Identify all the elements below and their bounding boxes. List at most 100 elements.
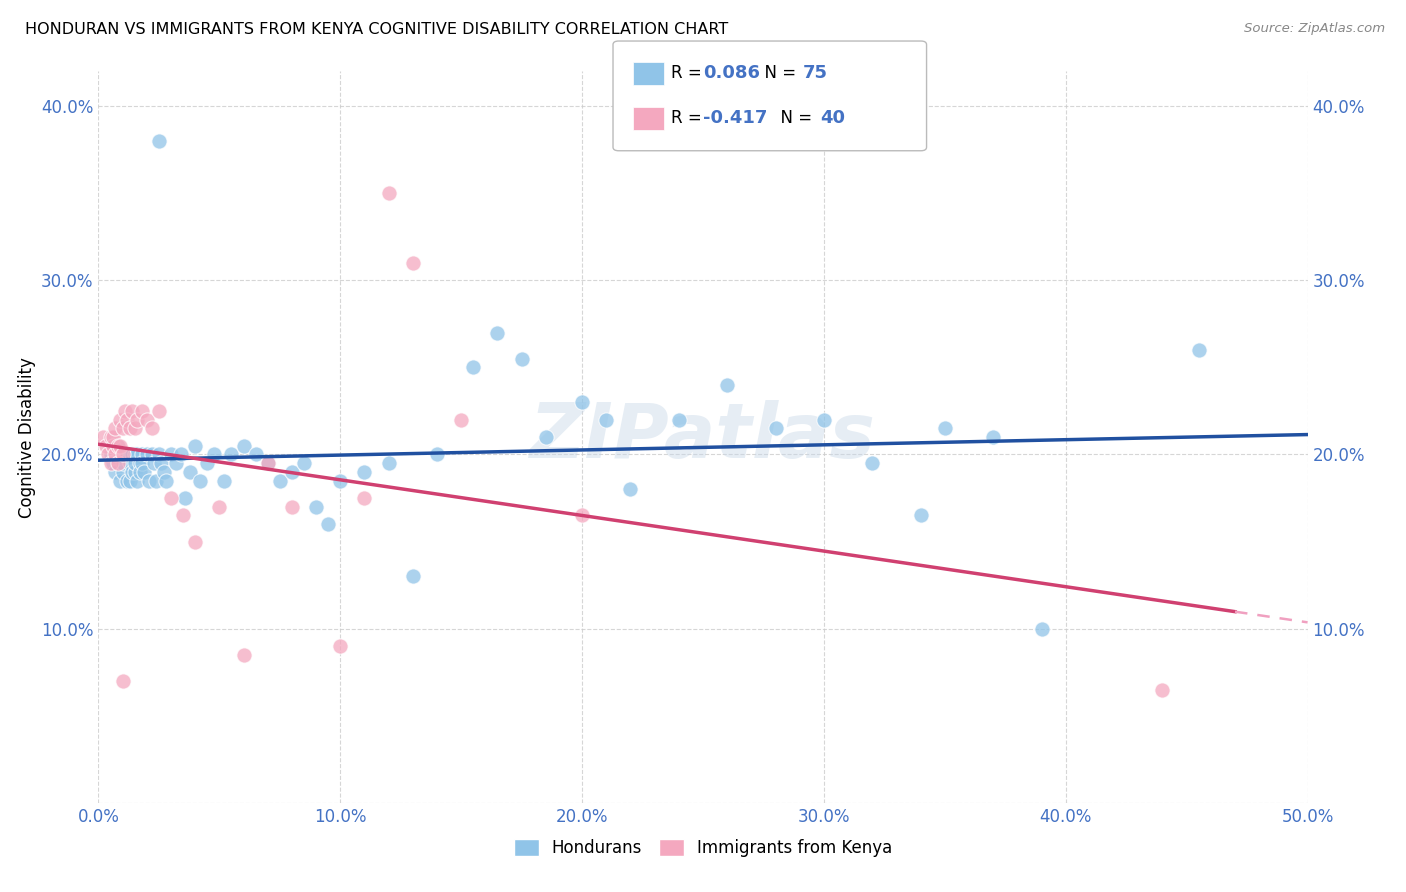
Point xyxy=(104,448,127,462)
Point xyxy=(127,448,149,462)
Point xyxy=(486,326,509,340)
Point xyxy=(131,448,153,462)
Point xyxy=(148,134,170,148)
Point xyxy=(571,508,593,523)
Point xyxy=(212,474,235,488)
Point xyxy=(402,256,425,270)
Point xyxy=(100,430,122,444)
Point xyxy=(111,465,134,479)
Point xyxy=(124,421,146,435)
Point xyxy=(292,456,315,470)
Point xyxy=(765,421,787,435)
Point xyxy=(111,673,134,688)
Text: 40: 40 xyxy=(820,110,845,128)
Point xyxy=(179,465,201,479)
Point xyxy=(981,430,1004,444)
Text: N =: N = xyxy=(770,110,818,128)
Point xyxy=(117,412,139,426)
Point xyxy=(813,412,835,426)
Point xyxy=(135,412,157,426)
Point xyxy=(165,456,187,470)
Point xyxy=(114,448,136,462)
Point xyxy=(101,456,124,470)
Point xyxy=(716,377,738,392)
Point xyxy=(256,456,278,470)
Point xyxy=(128,465,150,479)
Point xyxy=(510,351,533,366)
Point xyxy=(124,465,146,479)
Point xyxy=(245,448,267,462)
Point xyxy=(169,448,191,462)
Point xyxy=(377,456,399,470)
Point xyxy=(160,491,183,505)
Point xyxy=(97,448,120,462)
Point xyxy=(104,421,127,435)
Point xyxy=(131,404,153,418)
Point xyxy=(141,421,163,435)
Point xyxy=(118,421,141,435)
Point xyxy=(114,404,136,418)
Text: ZIPatlas: ZIPatlas xyxy=(530,401,876,474)
Point xyxy=(195,456,218,470)
Point xyxy=(141,448,163,462)
Point xyxy=(1152,682,1174,697)
Text: 0.086: 0.086 xyxy=(703,64,761,82)
Point xyxy=(174,491,197,505)
Point xyxy=(111,448,134,462)
Point xyxy=(402,569,425,583)
Point xyxy=(172,508,194,523)
Point xyxy=(127,474,149,488)
Point xyxy=(107,439,129,453)
Point xyxy=(668,412,690,426)
Point xyxy=(910,508,932,523)
Point xyxy=(101,430,124,444)
Point xyxy=(118,474,141,488)
Point xyxy=(595,412,617,426)
Point xyxy=(232,439,254,453)
Text: HONDURAN VS IMMIGRANTS FROM KENYA COGNITIVE DISABILITY CORRELATION CHART: HONDURAN VS IMMIGRANTS FROM KENYA COGNIT… xyxy=(25,22,728,37)
Point xyxy=(108,439,131,453)
Point xyxy=(117,448,139,462)
Point xyxy=(184,439,207,453)
Point xyxy=(256,456,278,470)
Point xyxy=(138,474,160,488)
Point xyxy=(1031,622,1053,636)
Point xyxy=(152,465,174,479)
Point xyxy=(121,465,143,479)
Point xyxy=(329,639,352,653)
Point xyxy=(426,448,449,462)
Point xyxy=(121,404,143,418)
Point xyxy=(305,500,328,514)
Point xyxy=(104,465,127,479)
Point xyxy=(160,448,183,462)
Point xyxy=(571,395,593,409)
Legend: Hondurans, Immigrants from Kenya: Hondurans, Immigrants from Kenya xyxy=(506,832,900,864)
Point xyxy=(100,448,122,462)
Point xyxy=(107,439,129,453)
Point xyxy=(534,430,557,444)
Point xyxy=(124,456,146,470)
Point xyxy=(619,483,641,497)
Point xyxy=(450,412,472,426)
Point xyxy=(148,404,170,418)
Point xyxy=(117,474,139,488)
Point xyxy=(184,534,207,549)
Point xyxy=(118,456,141,470)
Point xyxy=(134,465,156,479)
Text: R =: R = xyxy=(671,110,707,128)
Point xyxy=(128,456,150,470)
Text: Source: ZipAtlas.com: Source: ZipAtlas.com xyxy=(1244,22,1385,36)
Point xyxy=(101,439,124,453)
Point xyxy=(111,456,134,470)
Point xyxy=(281,465,304,479)
Y-axis label: Cognitive Disability: Cognitive Disability xyxy=(17,357,35,517)
Point xyxy=(107,456,129,470)
Point xyxy=(353,465,375,479)
Point xyxy=(934,421,956,435)
Point xyxy=(148,448,170,462)
Point xyxy=(221,448,243,462)
Point xyxy=(377,186,399,201)
Point xyxy=(108,474,131,488)
Point xyxy=(143,456,166,470)
Point xyxy=(329,474,352,488)
